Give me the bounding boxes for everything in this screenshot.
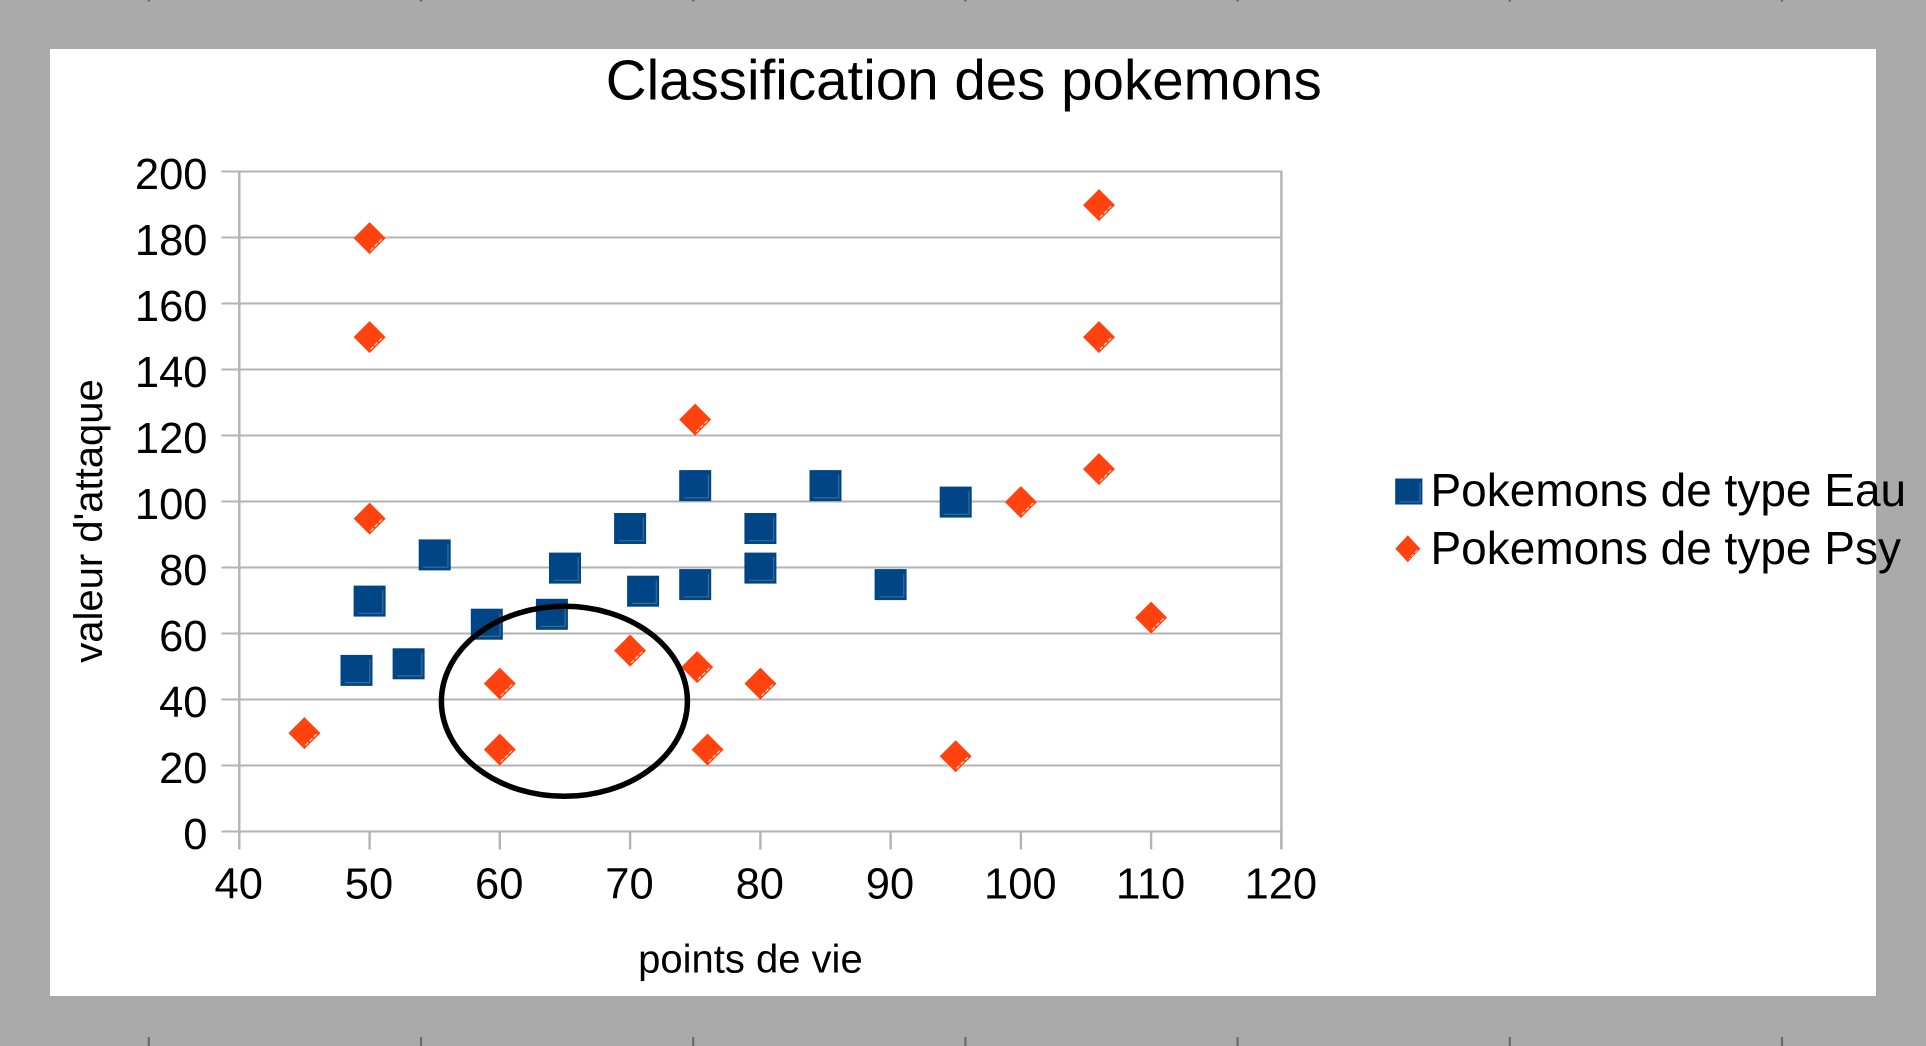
svg-text:40: 40 xyxy=(215,861,263,909)
svg-text:160: 160 xyxy=(135,283,208,331)
svg-text:100: 100 xyxy=(984,861,1057,909)
svg-text:50: 50 xyxy=(345,861,393,909)
svg-text:Classification des pokemons: Classification des pokemons xyxy=(606,49,1322,112)
svg-text:140: 140 xyxy=(135,349,208,397)
svg-text:points de vie: points de vie xyxy=(638,937,863,981)
svg-text:120: 120 xyxy=(135,415,208,463)
svg-text:80: 80 xyxy=(159,547,207,595)
svg-text:60: 60 xyxy=(159,613,207,661)
svg-text:70: 70 xyxy=(605,861,653,909)
svg-text:110: 110 xyxy=(1116,861,1185,909)
svg-text:40: 40 xyxy=(159,679,207,727)
svg-text:180: 180 xyxy=(135,217,208,265)
svg-text:20: 20 xyxy=(159,745,207,793)
svg-text:Pokemons de type Psy: Pokemons de type Psy xyxy=(1431,522,1901,574)
svg-text:200: 200 xyxy=(135,151,208,199)
svg-text:100: 100 xyxy=(135,481,208,529)
svg-text:90: 90 xyxy=(866,861,914,909)
svg-text:0: 0 xyxy=(183,811,207,859)
svg-text:80: 80 xyxy=(736,861,784,909)
svg-text:Pokemons de type Eau: Pokemons de type Eau xyxy=(1431,464,1907,516)
svg-text:valeur d'attaque: valeur d'attaque xyxy=(67,379,111,662)
svg-text:120: 120 xyxy=(1245,861,1318,909)
svg-text:60: 60 xyxy=(475,861,523,909)
